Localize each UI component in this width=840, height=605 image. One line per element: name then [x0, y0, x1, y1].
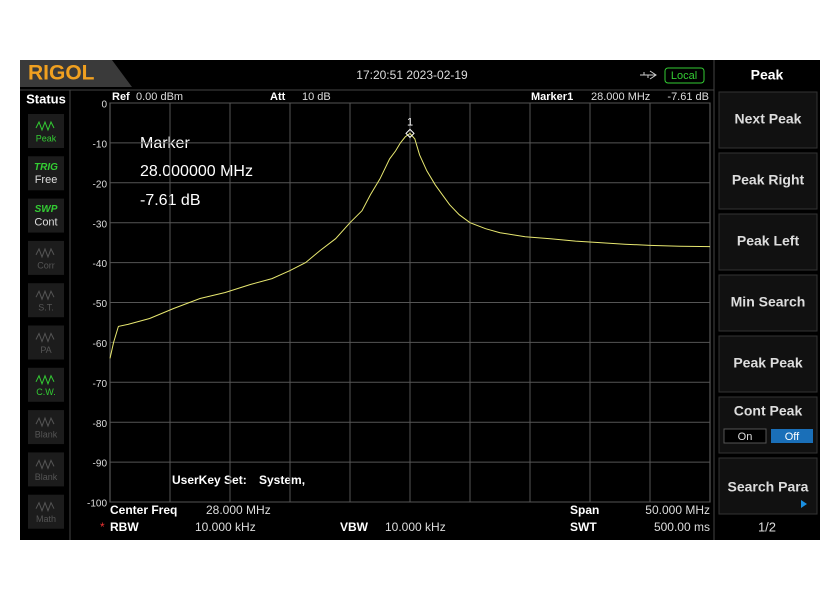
att-value: 10 dB	[302, 91, 331, 103]
vbw-label: VBW	[340, 520, 369, 534]
status-item-label: Blank	[35, 472, 58, 482]
swt-value: 500.00 ms	[654, 520, 710, 534]
softkey[interactable]	[718, 91, 818, 149]
status-item-label: Peak	[36, 133, 57, 143]
marker-label: Marker1	[531, 91, 573, 103]
status-icon	[35, 374, 55, 386]
y-tick-label: -30	[93, 219, 108, 230]
softkey-label: Peak Right	[732, 172, 805, 188]
userkey-label: UserKey Set:	[172, 473, 247, 487]
softkey-label: Min Search	[731, 294, 806, 310]
status-item-bg	[28, 494, 64, 529]
center-value: 28.000 MHz	[206, 503, 271, 517]
ref-label: Ref	[112, 91, 130, 103]
rbw-star: *	[100, 520, 105, 534]
trace	[109, 132, 711, 359]
center-label: Center Freq	[110, 503, 177, 517]
y-tick-label: -20	[93, 179, 108, 190]
softkey-label: Peak Left	[737, 233, 800, 249]
status-icon	[35, 247, 55, 259]
softkey-label: Peak Peak	[733, 355, 802, 371]
status-item-label: C.W.	[36, 387, 56, 397]
marker-number: 1	[407, 116, 413, 128]
rbw-label: RBW	[110, 520, 139, 534]
y-tick-label: -80	[93, 419, 108, 430]
y-tick-label: -100	[87, 499, 107, 510]
status-item-title: TRIG	[34, 162, 58, 173]
marker-freq: 28.000 MHz	[591, 91, 650, 103]
status-item-title: SWP	[35, 204, 58, 215]
screen	[20, 60, 820, 540]
softkey-label: Next Peak	[735, 111, 802, 127]
y-tick-label: -60	[93, 339, 108, 350]
y-tick-label: -10	[93, 140, 108, 151]
status-item-bg	[28, 410, 64, 445]
status-item-label: Cont	[34, 217, 57, 229]
span-value: 50.000 MHz	[645, 503, 710, 517]
softkey[interactable]	[718, 213, 818, 271]
toggle-on[interactable]	[723, 428, 767, 444]
status-item-label: Corr	[37, 260, 55, 270]
y-tick-label: 0	[101, 100, 107, 111]
ref-value: 0.00 dBm	[136, 91, 183, 103]
y-tick-label: -40	[93, 259, 108, 270]
status-item-bg	[28, 114, 64, 148]
local-text: Local	[671, 70, 697, 82]
status-item-bg	[28, 283, 64, 318]
y-tick-label: -70	[93, 379, 108, 390]
softkey[interactable]	[718, 457, 818, 515]
softkey[interactable]	[718, 152, 818, 210]
status-item-label: Free	[35, 174, 58, 186]
logo: RIGOL	[28, 62, 95, 85]
marker-level: -7.61 dB	[667, 91, 709, 103]
status-icon	[35, 332, 55, 343]
softkey[interactable]	[718, 274, 818, 332]
status-item-label: Math	[36, 514, 56, 524]
status-item-label: PA	[40, 345, 51, 355]
status-item-label: S.T.	[38, 303, 54, 313]
status-title: Status	[26, 91, 66, 106]
toggle-on-text: On	[738, 431, 753, 443]
local-badge	[664, 67, 705, 84]
marker-diamond	[405, 128, 415, 139]
softkey-label: Search Para	[728, 479, 809, 495]
softkey[interactable]	[718, 335, 818, 393]
status-icon	[35, 501, 55, 513]
status-icon	[35, 289, 55, 301]
rbw-value: 10.000 kHz	[195, 520, 256, 534]
status-item-bg	[28, 452, 64, 487]
marker-box-title: Marker	[140, 135, 190, 152]
span-label: Span	[570, 503, 599, 517]
userkey-value: System,	[259, 473, 305, 487]
y-tick-label: -50	[93, 299, 108, 310]
marker-box-freq: 28.000000 MHz	[140, 163, 253, 180]
status-icon	[35, 458, 55, 470]
usb-icon	[640, 70, 657, 80]
status-item-bg	[28, 156, 64, 191]
toggle-off[interactable]	[771, 429, 813, 443]
clock: 17:20:51 2023-02-19	[356, 68, 468, 82]
status-icon	[35, 120, 55, 132]
status-item-bg	[28, 198, 64, 233]
status-item-bg	[28, 367, 64, 402]
status-item-bg	[28, 325, 64, 360]
status-icon	[35, 416, 55, 428]
softkey-label: Cont Peak	[734, 403, 803, 419]
att-label: Att	[270, 91, 286, 103]
toggle-off-text: Off	[785, 431, 800, 443]
vbw-value: 10.000 kHz	[385, 520, 446, 534]
more-arrow	[801, 500, 807, 508]
status-item-label: Blank	[35, 429, 58, 439]
menu-title: Peak	[751, 67, 784, 83]
menu-page: 1/2	[758, 519, 776, 534]
y-tick-label: -90	[93, 459, 108, 470]
softkey[interactable]	[718, 396, 818, 454]
status-item-bg	[28, 240, 64, 275]
logo-bg	[20, 60, 132, 87]
swt-label: SWT	[570, 520, 597, 534]
